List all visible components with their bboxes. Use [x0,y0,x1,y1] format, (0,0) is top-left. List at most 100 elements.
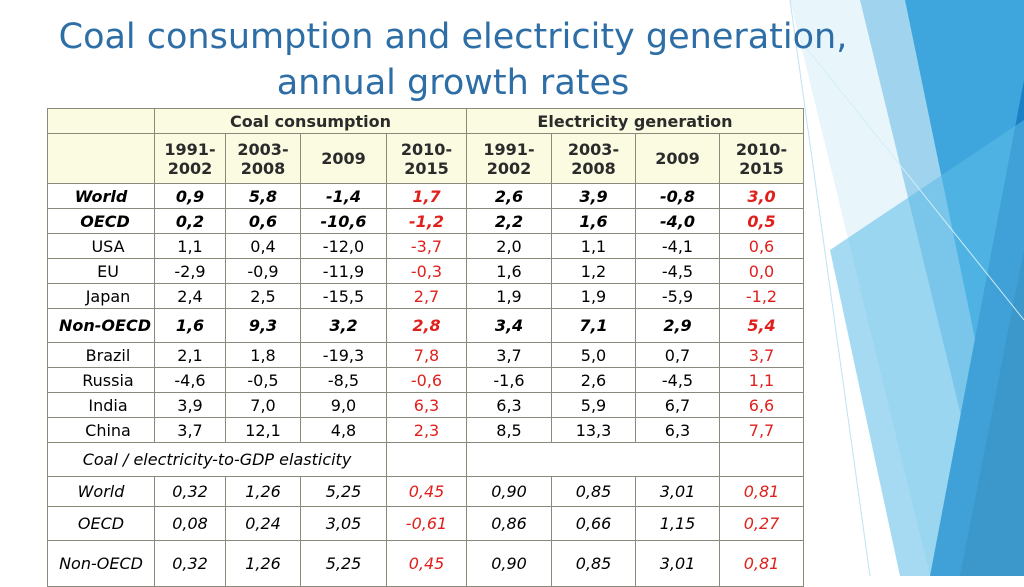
table-cell: 1,6 [551,208,636,234]
table-cell: 5,9 [551,392,636,418]
table-cell: 3,2 [300,308,387,343]
table-cell: -1,6 [466,367,552,393]
table-cell: 0,66 [551,506,636,541]
table-row: USA 1,1 0,4 -12,0 -3,7 2,0 1,1 -4,1 0,6 [47,233,804,259]
table-cell: 6,6 [719,392,804,418]
table-cell: 1,6 [466,258,552,284]
title-line-2: annual growth rates [276,63,630,103]
table-cell: 3,7 [719,342,804,368]
table-cell: 2,7 [386,283,467,309]
table-cell: 3,05 [300,506,387,541]
table-cell: 2,5 [225,283,301,309]
table-cell: 9,0 [300,392,387,418]
table-cell: 0,6 [225,208,301,234]
table-cell: 3,7 [466,342,552,368]
table-cell: 0,90 [466,476,552,507]
table-cell: 3,01 [635,540,720,587]
table-cell: 1,26 [225,540,301,587]
table-cell: -11,9 [300,258,387,284]
table-cell: -1,2 [719,283,804,309]
elasticity-row: Non-OECD 0,32 1,26 5,25 0,45 0,90 0,85 3,01 0,81 [47,540,804,587]
coal-consumption-header: Coal consumption [154,108,467,134]
table-cell: 0,08 [154,506,226,541]
table-cell: 2,9 [635,308,720,343]
table-row: World 0,9 5,8 -1,4 1,7 2,6 3,9 -0,8 3,0 [47,183,804,209]
table-cell: -0,8 [635,183,720,209]
table-cell: -3,7 [386,233,467,259]
table-cell: 4,8 [300,417,387,443]
table-cell: 3,7 [154,417,226,443]
row-label: World [47,476,155,507]
table-cell: 2,4 [154,283,226,309]
table-cell: 2,6 [466,183,552,209]
table-cell: -4,6 [154,367,226,393]
row-label: EU [47,258,155,284]
table-cell: 6,3 [635,417,720,443]
table-cell: 0,0 [719,258,804,284]
table-cell: 5,25 [300,540,387,587]
table-row: Brazil 2,1 1,8 -19,3 7,8 3,7 5,0 0,7 3,7 [47,342,804,368]
table-cell: 1,1 [719,367,804,393]
title-line-1: Coal consumption and electricity generat… [58,17,848,57]
table-cell: 3,01 [635,476,720,507]
table-row: India 3,9 7,0 9,0 6,3 6,3 5,9 6,7 6,6 [47,392,804,418]
table-cell: 0,45 [386,540,467,587]
table-cell: 6,3 [386,392,467,418]
table-cell: 1,9 [466,283,552,309]
row-label: OECD [47,506,155,541]
row-label: World [47,183,155,209]
period-header: 2009 [635,133,720,184]
table-cell: -0,61 [386,506,467,541]
table-cell: 1,9 [551,283,636,309]
table-cell: 0,7 [635,342,720,368]
table-cell: 0,32 [154,476,226,507]
table-cell: 6,7 [635,392,720,418]
row-label: Non-OECD [47,308,155,343]
table-row: Russia -4,6 -0,5 -8,5 -0,6 -1,6 2,6 -4,5 1,1 [47,367,804,393]
table-cell: 0,27 [719,506,804,541]
table-cell: 1,15 [635,506,720,541]
period-header: 2003- 2008 [551,133,636,184]
slide-title: Coal consumption and electricity generat… [0,14,906,106]
table-cell: 1,7 [386,183,467,209]
table-cell: 0,81 [719,476,804,507]
table-cell: -8,5 [300,367,387,393]
table-cell: 0,32 [154,540,226,587]
table-cell: 7,7 [719,417,804,443]
row-label: Non-OECD [47,540,155,587]
table-cell: 0,6 [719,233,804,259]
table-cell: 0,45 [386,476,467,507]
table-cell: 0,85 [551,476,636,507]
table-cell: 5,8 [225,183,301,209]
table-cell: -1,4 [300,183,387,209]
period-header: 2009 [300,133,387,184]
table-cell: -0,3 [386,258,467,284]
row-label: Brazil [47,342,155,368]
table-row: OECD 0,2 0,6 -10,6 -1,2 2,2 1,6 -4,0 0,5 [47,208,804,234]
table-cell: 1,6 [154,308,226,343]
table-cell: 2,8 [386,308,467,343]
table-cell: -4,5 [635,367,720,393]
table-cell: 3,9 [154,392,226,418]
elasticity-label: Coal / electricity-to-GDP elasticity [47,442,387,477]
table-cell: 3,0 [719,183,804,209]
period-header: 1991- 2002 [466,133,552,184]
period-header: 2010- 2015 [719,133,804,184]
row-label: USA [47,233,155,259]
table-cell: 0,86 [466,506,552,541]
table-cell: -4,1 [635,233,720,259]
table-cell: 3,4 [466,308,552,343]
table-cell: -0,5 [225,367,301,393]
table-cell: 7,0 [225,392,301,418]
table-cell: 9,3 [225,308,301,343]
table-cell: 2,3 [386,417,467,443]
table-cell: 1,8 [225,342,301,368]
table-cell: -0,9 [225,258,301,284]
table-row: Japan 2,4 2,5 -15,5 2,7 1,9 1,9 -5,9 -1,2 [47,283,804,309]
row-label: Japan [47,283,155,309]
table-cell: -2,9 [154,258,226,284]
elasticity-row: OECD 0,08 0,24 3,05 -0,61 0,86 0,66 1,15 0,27 [47,506,804,541]
table-cell: 1,1 [154,233,226,259]
table-cell: 8,5 [466,417,552,443]
period-header-row: 1991- 2002 2003- 2008 2009 2010- 2015 1991-… [47,133,804,184]
